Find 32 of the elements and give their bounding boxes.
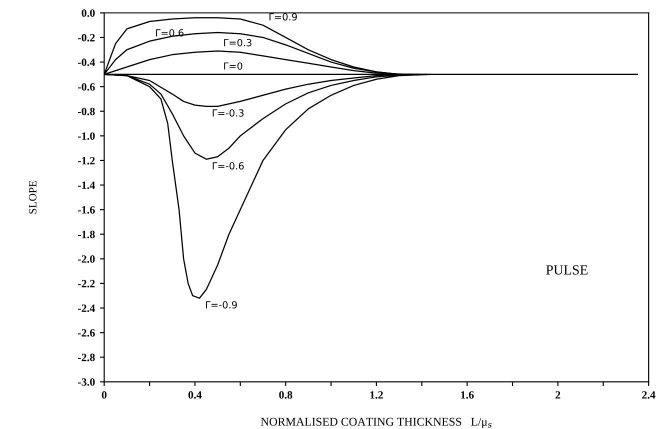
x-tick-label: 2 [556, 391, 560, 399]
series-label: Γ=0 [224, 62, 242, 70]
annotation: PULSE [546, 265, 588, 275]
y-tick-label: 0.0 [82, 9, 95, 17]
x-tick-label: 2.4 [642, 391, 656, 399]
y-tick-label: -0.8 [78, 108, 95, 116]
y-tick-label: -1.4 [78, 182, 95, 190]
y-tick-label: -1.8 [78, 230, 95, 238]
y-tick-label: -2.4 [78, 304, 95, 312]
y-tick-label: -2.0 [78, 255, 95, 263]
y-axis-title: SLOPE [28, 180, 36, 214]
x-tick-label: 1.2 [370, 391, 383, 399]
series-label: Γ=0.9 [270, 13, 297, 21]
y-tick-label: -2.6 [78, 329, 95, 337]
x-tick-label: 0.8 [279, 391, 292, 399]
y-tick-label: -3.0 [78, 378, 95, 386]
y-tick-label: -2.2 [78, 280, 95, 288]
x-tick-label: 0.4 [188, 391, 202, 399]
y-tick-label: -1.2 [78, 156, 95, 164]
x-axis-title: NORMALISED COATING THICKNESS L/μ$_{s}$ [260, 418, 492, 428]
y-tick-label: -0.2 [78, 34, 95, 42]
y-tick-label: -1.6 [78, 206, 95, 214]
y-tick-label: -0.6 [78, 83, 95, 91]
y-tick-label: -1.0 [78, 132, 95, 140]
x-tick-label: 0 [102, 391, 107, 399]
y-tick-label: -0.4 [78, 58, 95, 66]
series-label: Γ=0.3 [224, 38, 252, 46]
series-label: Γ=-0.6 [212, 162, 244, 170]
y-tick-label: -2.8 [78, 354, 95, 362]
series-label: Γ=-0.9 [206, 301, 237, 308]
x-tick-label: 1.6 [461, 391, 474, 399]
series-label: Γ=-0.3 [212, 109, 244, 117]
